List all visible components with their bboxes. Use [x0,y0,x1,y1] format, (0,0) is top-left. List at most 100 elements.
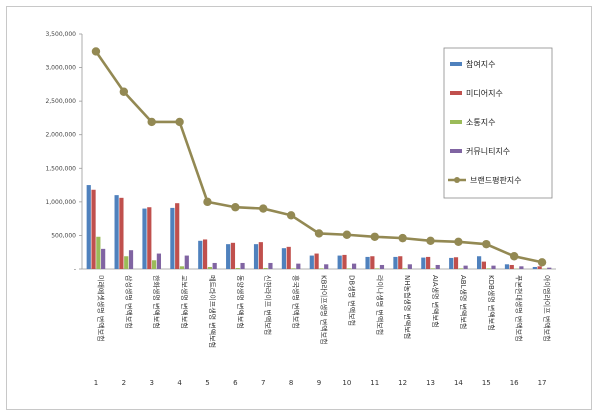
rank-label: 3 [149,379,153,387]
bar [235,267,240,269]
line-marker [482,239,491,249]
bar [202,239,208,269]
line-marker [537,258,547,267]
category-label: 흥국생명 변액보험 [292,275,301,329]
y-tick-label: 2,000,000 [45,132,76,139]
bar [175,203,180,269]
bar [124,256,129,269]
line-marker [91,47,101,56]
legend-swatch [450,149,462,153]
bar [314,253,319,269]
rank-label: 5 [205,379,209,387]
legend-label: 커뮤니티지수 [466,146,510,156]
rank-label: 6 [233,379,238,387]
legend-label: 브랜드평판지수 [470,175,522,185]
bar [128,250,134,269]
bar [268,262,273,269]
rank-label: 17 [538,379,547,387]
bar [226,244,231,269]
bar [152,260,157,269]
bar [351,263,357,269]
category-label: AIA생명 변액보험 [431,275,440,328]
bar [509,264,514,269]
bar [393,256,398,269]
line-marker [370,232,379,241]
bar [347,268,352,269]
bar [91,189,96,269]
category-label: 푸본현대생명 변액보험 [515,275,524,342]
legend-label: 참여지수 [466,59,495,69]
bar [337,255,342,269]
y-tick-label: 1,000,000 [45,199,76,206]
bar [207,266,212,269]
line-marker [509,252,519,261]
bar [198,240,203,269]
bar [263,267,268,269]
legend-marker [454,177,460,183]
line-marker [231,203,240,212]
legend-swatch [450,120,462,124]
bar [476,256,482,269]
rank-label: 16 [510,379,519,387]
bar [365,256,370,269]
category-label: 동양생명 변액보험 [236,275,245,329]
line-marker [314,229,324,238]
rank-label: 14 [454,379,463,387]
line-marker [119,87,129,96]
legend-label: 소통지수 [466,118,495,127]
rank-label: 1 [94,379,98,387]
bar [407,264,412,269]
bar [486,268,491,269]
x-labels: 미래에셋생명 변액보험 1 삼성생명 변액보험 2 한화생명 변액보험 3 교보생명 변액보… [94,275,552,387]
y-tick-label: 2,500,000 [45,98,76,105]
bar [449,257,454,269]
rank-label: 8 [289,379,293,387]
bar [504,264,510,269]
category-label: 삼성생명 변액보험 [124,275,133,329]
rank-label: 7 [261,379,265,387]
bar [481,261,486,269]
bar [537,266,542,269]
bar [519,266,524,269]
bar [435,264,440,269]
line-marker [203,197,212,207]
bar [212,262,217,269]
bar [398,256,403,269]
bar [240,262,245,269]
rank-label: 9 [317,379,321,387]
bar [86,185,91,269]
category-label: 아이엠라이프 변액보험 [543,275,552,342]
rank-label: 11 [370,379,379,387]
bar [430,268,436,269]
bar [379,264,385,269]
line-marker [454,237,463,247]
bar [170,207,175,269]
category-label: 교보생명 변액보험 [180,275,189,329]
bar [319,268,324,269]
category-label: 신한라이프 변액보험 [264,275,273,335]
y-tick-label: - [74,266,76,273]
category-label: DB생명 변액보험 [347,275,356,326]
line-marker [342,230,352,239]
bar [458,268,463,269]
line-marker [426,236,435,245]
bar [296,263,301,269]
y-tick-label: 3,500,000 [45,31,76,38]
category-label: ABL생명 변액보험 [459,275,468,329]
line-marker [147,117,156,127]
bar [309,255,314,269]
bar [421,257,426,269]
bar [156,253,162,269]
category-label: 라이나생명 변액보험 [375,275,384,335]
y-tick-label: 3,000,000 [45,65,76,72]
bar [114,195,119,269]
bar [291,268,296,269]
y-tick-label: 1,500,000 [45,165,76,172]
bar [258,242,263,269]
bar [547,267,552,269]
line-marker [175,117,184,127]
category-label: 메트라이프생명 변액보험 [208,275,217,348]
legend-swatch [450,62,462,66]
